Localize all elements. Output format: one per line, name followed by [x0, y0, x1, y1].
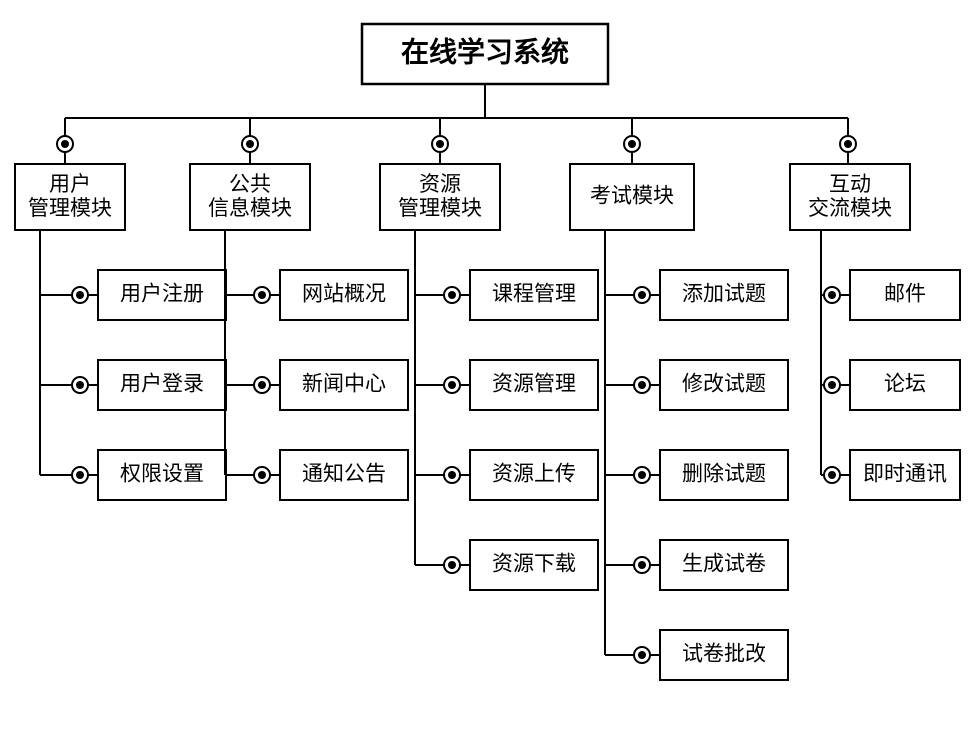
- bullet-interaction-1: [824, 377, 840, 393]
- child-label-user-mgmt-0: 用户注册: [120, 283, 204, 306]
- child-label-public-info-1: 新闻中心: [302, 373, 386, 396]
- bullet-public-info: [242, 136, 258, 152]
- child-label-interaction-1: 论坛: [884, 373, 926, 396]
- child-label-resource-mgmt-0: 课程管理: [492, 283, 576, 306]
- bullet-exam-0: [634, 287, 650, 303]
- bullet-resource-mgmt-3: [444, 557, 460, 573]
- child-label-exam-1: 修改试题: [682, 373, 766, 396]
- child-label-interaction-2: 即时通讯: [863, 463, 947, 486]
- bullet-resource-mgmt-1: [444, 377, 460, 393]
- bullet-interaction-2: [824, 467, 840, 483]
- child-label-exam-3: 生成试卷: [682, 553, 766, 576]
- child-label-public-info-0: 网站概况: [302, 283, 386, 306]
- bullet-exam: [624, 136, 640, 152]
- root-label: 在线学习系统: [401, 35, 569, 67]
- org-chart: 在线学习系统用户管理模块用户注册用户登录权限设置公共信息模块网站概况新闻中心通知…: [0, 0, 972, 739]
- bullet-user-mgmt-2: [72, 467, 88, 483]
- bullet-exam-3: [634, 557, 650, 573]
- child-label-resource-mgmt-1: 资源管理: [492, 373, 576, 396]
- bullet-exam-1: [634, 377, 650, 393]
- bullet-user-mgmt-1: [72, 377, 88, 393]
- child-label-public-info-2: 通知公告: [302, 463, 386, 486]
- child-label-resource-mgmt-2: 资源上传: [492, 463, 576, 486]
- child-label-exam-4: 试卷批改: [682, 643, 766, 666]
- child-label-user-mgmt-1: 用户登录: [120, 373, 204, 396]
- child-label-interaction-0: 邮件: [884, 283, 926, 306]
- bullet-user-mgmt-0: [72, 287, 88, 303]
- bullet-interaction-0: [824, 287, 840, 303]
- bullet-exam-2: [634, 467, 650, 483]
- bullet-resource-mgmt: [432, 136, 448, 152]
- bullet-public-info-1: [254, 377, 270, 393]
- bullet-interaction: [840, 136, 856, 152]
- bullet-user-mgmt: [57, 136, 73, 152]
- child-label-exam-0: 添加试题: [682, 283, 766, 306]
- module-label-exam: 考试模块: [590, 185, 674, 208]
- bullet-public-info-0: [254, 287, 270, 303]
- bullet-resource-mgmt-2: [444, 467, 460, 483]
- child-label-user-mgmt-2: 权限设置: [120, 463, 204, 486]
- bullet-public-info-2: [254, 467, 270, 483]
- bullet-exam-4: [634, 647, 650, 663]
- bullet-resource-mgmt-0: [444, 287, 460, 303]
- child-label-exam-2: 删除试题: [682, 463, 766, 486]
- child-label-resource-mgmt-3: 资源下载: [492, 553, 576, 576]
